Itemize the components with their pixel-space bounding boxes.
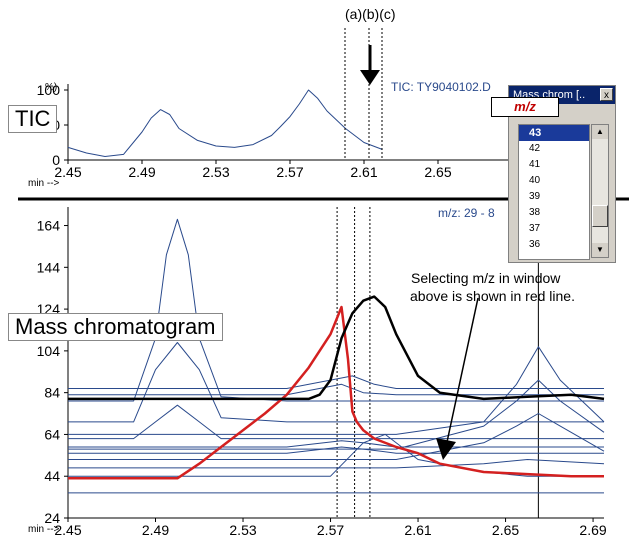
series-line	[68, 342, 604, 423]
pct-label: %)	[45, 82, 58, 93]
x-tick-label: 2.61	[404, 522, 431, 538]
series-line	[68, 413, 605, 460]
mz-label: m/z	[491, 97, 559, 117]
x-tick-label: 2.49	[128, 164, 155, 180]
mz-list-item[interactable]: 41	[529, 159, 541, 170]
x-tick-label: 2.65	[424, 164, 451, 180]
series-line	[68, 459, 605, 469]
y-tick-label: 0	[52, 152, 60, 168]
mz-list-item[interactable]: 36	[529, 239, 541, 250]
scroll-down-icon[interactable]: ▼	[592, 243, 608, 257]
x-tick-label: 2.69	[579, 522, 606, 538]
tic-plot: 2.452.492.532.572.612.65100500	[37, 28, 512, 180]
series-line	[68, 446, 604, 454]
scroll-thumb[interactable]	[592, 205, 608, 227]
x-tick-label: 2.45	[54, 164, 81, 180]
close-button[interactable]: x	[600, 88, 613, 101]
y-tick-label: 24	[44, 510, 60, 526]
series-line	[68, 379, 605, 450]
x-tick-label: 2.61	[350, 164, 377, 180]
min-label-bottom: min -->	[28, 524, 60, 535]
x-tick-label: 2.57	[276, 164, 303, 180]
min-label-top: min -->	[28, 178, 60, 189]
series-line	[68, 404, 604, 440]
mz-list-item[interactable]: 40	[529, 175, 541, 186]
x-tick-label: 2.57	[317, 522, 344, 538]
mz-list-item[interactable]: 38	[529, 207, 541, 218]
note-arrow-shaft	[446, 297, 479, 443]
arrow-down-head	[360, 70, 380, 85]
x-tick-label: 2.53	[202, 164, 229, 180]
mass-chromatogram-plot: 2.45 2.49 2.53 2.57 2.61 2.65 2.69164144124104…	[37, 207, 607, 538]
series-line	[68, 295, 605, 401]
y-tick-label: 164	[37, 218, 61, 234]
y-tick-label: 44	[44, 468, 60, 484]
mz-header: m/z: 29 - 8	[438, 206, 495, 220]
y-tick-label: 64	[44, 426, 60, 442]
series-line	[68, 375, 604, 389]
abc-label: (a)(b)(c)	[345, 6, 396, 22]
y-tick-label: 144	[37, 259, 61, 275]
tic-header: TIC: TY9040102.D	[391, 80, 491, 94]
mz-list-item[interactable]: 39	[529, 191, 541, 202]
mz-list-item[interactable]: 43	[519, 125, 589, 141]
list-scrollbar[interactable]: ▲ ▼	[591, 124, 609, 258]
y-tick-label: 100	[37, 82, 61, 98]
note-arrow-head	[436, 438, 456, 460]
x-tick-label: 2.53	[229, 522, 256, 538]
x-tick-label: 2.65	[492, 522, 519, 538]
mz-list-item[interactable]: 37	[529, 223, 541, 234]
series-line	[68, 383, 604, 396]
series-line	[68, 440, 604, 448]
series-line	[68, 433, 604, 477]
tic-box-label: TIC	[8, 105, 58, 133]
series-line	[68, 305, 604, 480]
y-tick-label: 84	[44, 385, 60, 401]
series-line	[68, 218, 604, 402]
scroll-up-icon[interactable]: ▲	[592, 125, 608, 139]
mass-chromatogram-box-label: Mass chromatogram	[8, 313, 223, 341]
x-tick-label: 2.45	[54, 522, 81, 538]
mz-list-item[interactable]: 42	[529, 143, 541, 154]
series-line	[67, 89, 383, 157]
overlay-marks	[18, 45, 629, 460]
mz-list[interactable]: 43 42 41 40 39 38 37 36	[518, 124, 590, 260]
series-line	[68, 346, 605, 435]
x-tick-label: 2.49	[142, 522, 169, 538]
note-line-1: Selecting m/z in window	[411, 270, 561, 286]
y-tick-label: 104	[37, 343, 61, 359]
note-line-2: above is shown in red line.	[410, 288, 575, 304]
